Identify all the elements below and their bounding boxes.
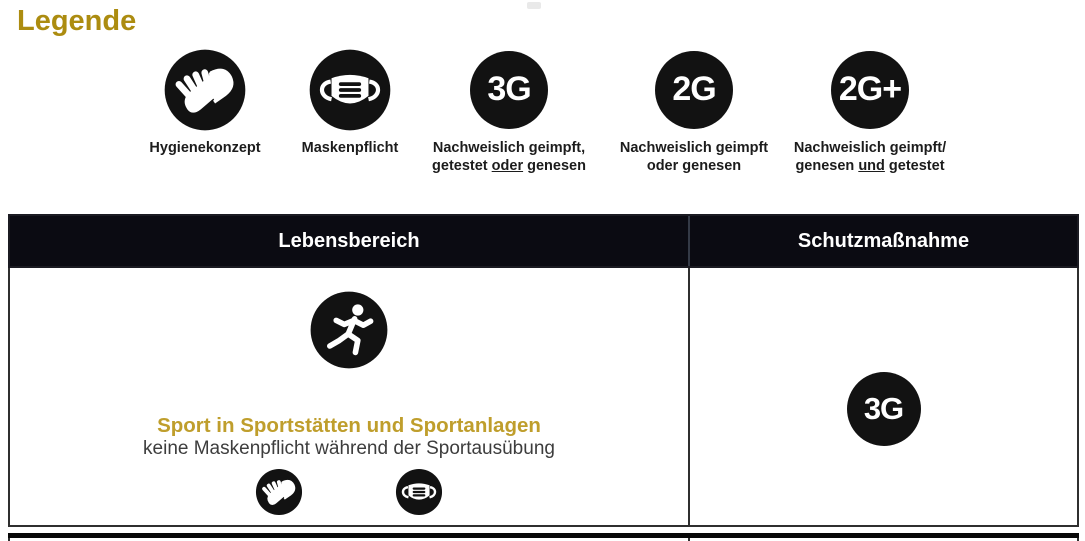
3g-badge: 3G (846, 371, 921, 446)
running-person-icon (309, 290, 389, 370)
legend-title: Legende (17, 5, 137, 37)
hands-washing-icon (163, 48, 247, 132)
schutzmassnahme-cell: 3G (690, 268, 1077, 525)
icon-wrap: 2G+ (831, 47, 909, 132)
label-line2: oder genesen (646, 157, 742, 174)
label-line1: Nachweislich geimpft, (432, 140, 586, 156)
legend-item-2g: 2G Nachweislich geimpft oder genesen (594, 47, 794, 175)
hands-washing-icon (255, 468, 303, 516)
measure-badge-wrap: 3G (846, 371, 921, 446)
lebensbereich-cell: Sport in Sportstätten und Sportanlagen k… (10, 268, 690, 525)
face-mask-icon (395, 468, 443, 516)
legend-item-label: Hygienekonzept (149, 140, 261, 156)
legend-item-3g: 3G Nachweislich geimpft, getestet oder g… (409, 47, 609, 175)
icon-wrap (163, 47, 247, 132)
label-line2-post: genesen (523, 157, 586, 174)
icon-wrap: 3G (470, 47, 548, 132)
icon-wrap: 2G (655, 47, 733, 132)
legend-item-label: Nachweislich geimpft, getestet oder gene… (432, 140, 586, 175)
table-header-row: Lebensbereich Schutzmaßnahme (8, 214, 1079, 268)
label-line2-pre: genesen (795, 157, 859, 174)
legend-item-maskenpflicht: Maskenpflicht (250, 47, 450, 158)
legend-item-hygienekonzept: Hygienekonzept (105, 47, 305, 158)
column-header-schutzmassnahme: Schutzmaßnahme (797, 229, 970, 252)
column-header-lebensbereich: Lebensbereich (10, 216, 690, 266)
face-mask-icon (308, 48, 392, 132)
2g-plus-badge: 2G+ (831, 50, 909, 129)
next-row-top-border (8, 533, 1079, 538)
badge-text: 2G (672, 70, 716, 108)
label-line2-underlined: oder (491, 157, 524, 174)
legend-item-label: Nachweislich geimpft oder genesen (620, 140, 768, 175)
page-top-artifact (527, 2, 541, 9)
table-row-sport: Sport in Sportstätten und Sportanlagen k… (8, 268, 1079, 527)
badge-text: 2G+ (838, 70, 902, 108)
label-line2-underlined: und (858, 157, 885, 174)
row-subtitle: keine Maskenpflicht während der Sportaus… (143, 438, 555, 459)
label-line2-pre: getestet (432, 157, 492, 174)
badge-text: 3G (487, 70, 531, 108)
rules-table: Lebensbereich Schutzmaßnahme Sport in Sp… (8, 214, 1079, 527)
icon-wrap (308, 47, 392, 132)
2g-badge: 2G (655, 50, 733, 129)
requirement-icons (255, 468, 443, 516)
legend-item-label: Maskenpflicht (301, 140, 399, 156)
icon-wrap (309, 290, 389, 370)
label-line1: Nachweislich geimpft/ (793, 140, 947, 156)
legend-item-label: Nachweislich geimpft/ genesen und getest… (794, 140, 946, 175)
column-divider-stub (688, 538, 690, 541)
legend-item-2g-plus: 2G+ Nachweislich geimpft/ genesen und ge… (770, 47, 970, 175)
badge-text: 3G (863, 390, 904, 426)
label-line2-post: getestet (884, 157, 945, 174)
row-title: Sport in Sportstätten und Sportanlagen (157, 414, 541, 437)
next-row-border-stubs (8, 538, 1079, 541)
label-line1: Nachweislich geimpft (619, 140, 769, 156)
3g-badge: 3G (470, 50, 548, 129)
